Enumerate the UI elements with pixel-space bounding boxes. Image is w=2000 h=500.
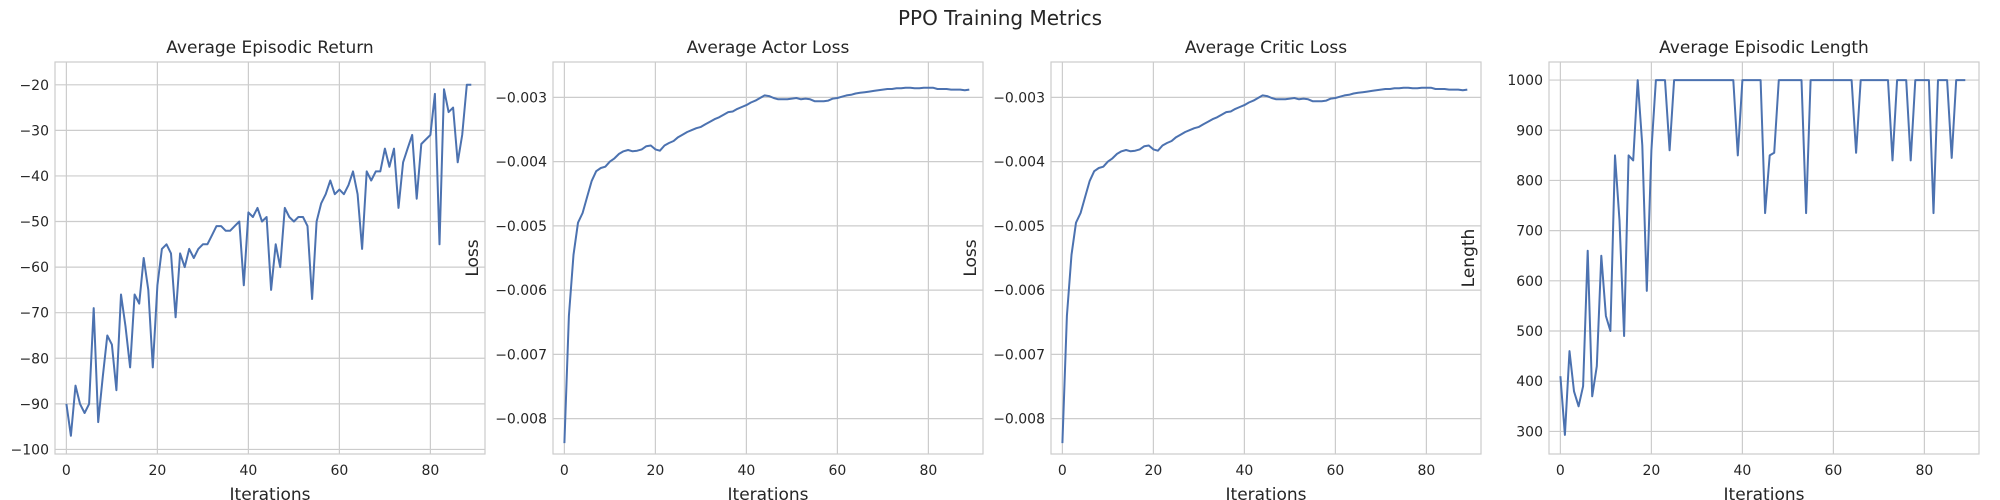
y-axis-label: Loss xyxy=(463,239,483,276)
x-tick-label: 0 xyxy=(1556,463,1565,479)
y-axis-label: Length xyxy=(1459,229,1479,288)
y-tick-label: −0.007 xyxy=(495,347,547,363)
y-tick-label: −0.008 xyxy=(495,412,547,428)
x-tick-label: 80 xyxy=(421,463,439,479)
y-tick-label: 300 xyxy=(1516,424,1543,440)
y-tick-label: −0.005 xyxy=(993,219,1045,235)
plot-area xyxy=(1548,61,1980,455)
x-tick-label: 20 xyxy=(646,463,664,479)
y-tick-label: −0.003 xyxy=(495,90,547,106)
subplot-title: Average Episodic Length xyxy=(1659,38,1869,58)
y-tick-label: 800 xyxy=(1516,173,1543,189)
y-tick-label: −0.004 xyxy=(495,155,547,171)
x-tick-label: 20 xyxy=(1642,463,1660,479)
x-tick-label: 0 xyxy=(560,463,569,479)
y-axis-label: Loss xyxy=(961,239,981,276)
x-tick-label: 80 xyxy=(1915,463,1933,479)
y-tick-label: −0.004 xyxy=(993,155,1045,171)
x-tick-label: 40 xyxy=(1235,463,1253,479)
y-tick-label: 900 xyxy=(1516,123,1543,139)
series-line xyxy=(65,83,472,437)
subplot-title: Average Episodic Return xyxy=(166,38,373,58)
x-axis-label: Iterations xyxy=(728,485,809,500)
subplots: 0 20 40 60 80 −100 −90 −80 −70 −60 −50 −40 −30 −20 Ave… xyxy=(11,38,1980,500)
x-tick-label: 0 xyxy=(62,463,71,479)
x-tick-label: 60 xyxy=(1326,463,1344,479)
y-tick-label: −100 xyxy=(11,442,49,458)
y-tick-label: −0.003 xyxy=(993,90,1045,106)
y-tick-label: 600 xyxy=(1516,274,1543,290)
y-tick-label: −0.007 xyxy=(993,347,1045,363)
x-tick-label: 80 xyxy=(1417,463,1435,479)
y-tick-label: 1000 xyxy=(1507,73,1543,89)
x-tick-label: 80 xyxy=(919,463,937,479)
y-tick-label: −70 xyxy=(19,306,49,322)
x-tick-label: 40 xyxy=(1733,463,1751,479)
y-tick-label: −90 xyxy=(19,397,49,413)
series-line xyxy=(1061,86,1468,444)
figure-title: PPO Training Metrics xyxy=(898,6,1102,30)
y-tick-label: −30 xyxy=(19,123,49,139)
subplot-1: 0 20 40 60 80 −100 −90 −80 −70 −60 −50 −40 −30 −20 Ave… xyxy=(11,38,486,500)
y-tick-label: 500 xyxy=(1516,324,1543,340)
y-tick-label: −80 xyxy=(19,351,49,367)
series-line xyxy=(1559,79,1966,436)
x-tick-label: 60 xyxy=(1824,463,1842,479)
y-tick-label: −0.008 xyxy=(993,412,1045,428)
y-tick-label: 700 xyxy=(1516,224,1543,240)
y-tick-label: −0.006 xyxy=(993,283,1045,299)
subplot-title: Average Actor Loss xyxy=(687,38,850,58)
x-tick-label: 60 xyxy=(828,463,846,479)
x-tick-label: 20 xyxy=(148,463,166,479)
x-axis-label: Iterations xyxy=(1724,485,1805,500)
y-tick-label: −50 xyxy=(19,215,49,231)
x-tick-label: 0 xyxy=(1058,463,1067,479)
y-tick-label: −20 xyxy=(19,78,49,94)
subplot-3: 0 20 40 60 80 −0.008 −0.007 −0.006 −0.005 −0.004 −… xyxy=(961,38,1482,500)
y-tick-label: −0.006 xyxy=(495,283,547,299)
x-axis-label: Iterations xyxy=(1226,485,1307,500)
subplot-title: Average Critic Loss xyxy=(1185,38,1347,58)
x-axis-label: Iterations xyxy=(230,485,311,500)
y-tick-label: −60 xyxy=(19,260,49,276)
x-tick-label: 40 xyxy=(737,463,755,479)
x-tick-label: 40 xyxy=(239,463,257,479)
subplot-2: 0 20 40 60 80 −0.008 −0.007 −0.006 −0.005 −0.004 −… xyxy=(463,38,984,500)
plot-area xyxy=(1050,61,1482,455)
subplot-4: 0 20 40 60 80 300 400 500 600 700 800 900 1000 Averag… xyxy=(1459,38,1980,500)
x-tick-label: 60 xyxy=(330,463,348,479)
x-tick-label: 20 xyxy=(1144,463,1162,479)
y-tick-label: −40 xyxy=(19,169,49,185)
series-line xyxy=(563,86,970,444)
y-tick-label: 400 xyxy=(1516,374,1543,390)
plot-area xyxy=(552,61,984,455)
y-tick-label: −0.005 xyxy=(495,219,547,235)
